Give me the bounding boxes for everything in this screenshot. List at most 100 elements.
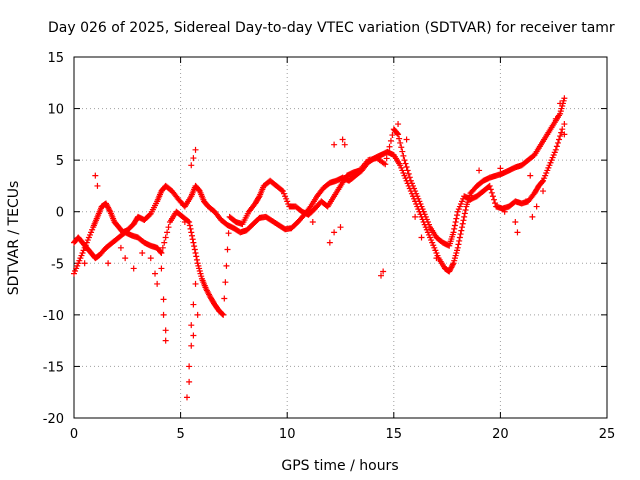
data-point <box>117 244 124 251</box>
data-point <box>193 253 200 260</box>
data-point <box>553 143 560 150</box>
data-point <box>190 332 197 339</box>
data-point <box>489 193 496 200</box>
y-tick-label: -10 <box>43 309 64 324</box>
data-point <box>459 220 466 227</box>
data-point <box>183 394 190 401</box>
data-point <box>164 229 171 236</box>
data-point <box>190 155 197 162</box>
x-tick-label: 15 <box>386 427 403 442</box>
data-point <box>160 311 167 318</box>
data-point <box>306 204 313 211</box>
data-point <box>540 188 547 195</box>
data-point <box>497 165 504 172</box>
data-point <box>191 243 198 250</box>
data-point <box>387 137 394 144</box>
data-point <box>385 149 392 156</box>
data-point <box>454 244 461 251</box>
data-point <box>147 255 154 262</box>
data-point <box>398 144 405 151</box>
data-point <box>159 244 166 251</box>
data-point <box>527 172 534 179</box>
y-tick-labels: -20 -15 -10 -5 0 5 10 15 <box>43 51 64 427</box>
data-point <box>225 230 232 237</box>
data-point <box>557 100 564 107</box>
data-point <box>458 227 465 234</box>
data-point <box>406 174 413 181</box>
data-point <box>512 219 519 226</box>
data-point <box>461 210 468 217</box>
y-tick-label: 5 <box>56 154 64 169</box>
data-point <box>186 378 193 385</box>
data-point <box>188 322 195 329</box>
data-point <box>402 160 409 167</box>
data-point <box>399 148 406 155</box>
y-tick-label: -15 <box>43 360 64 375</box>
data-point <box>395 131 402 138</box>
data-point <box>378 272 385 279</box>
axis-ticks <box>73 56 608 419</box>
data-point <box>476 167 483 174</box>
data-point <box>185 218 192 225</box>
data-point <box>146 211 153 218</box>
data-point <box>382 161 389 168</box>
data-point <box>186 363 193 370</box>
data-point <box>514 229 521 236</box>
data-point <box>181 219 188 226</box>
data-point <box>161 239 168 246</box>
data-point <box>460 217 467 224</box>
data-point <box>533 203 540 210</box>
data-point <box>401 157 408 164</box>
y-tick-label: 0 <box>56 206 64 221</box>
data-point <box>405 170 412 177</box>
data-point <box>462 206 469 213</box>
data-point <box>454 212 461 219</box>
data-point <box>501 208 508 215</box>
data-point <box>224 246 231 253</box>
data-point <box>81 260 88 267</box>
data-point <box>558 129 565 136</box>
data-point <box>157 249 164 256</box>
data-point <box>190 239 197 246</box>
data-point <box>487 186 494 193</box>
data-point <box>223 262 230 269</box>
data-point <box>488 189 495 196</box>
data-point <box>188 229 195 236</box>
data-point <box>130 265 137 272</box>
data-point <box>539 178 546 185</box>
data-point <box>188 342 195 349</box>
data-point <box>456 234 463 241</box>
data-point <box>522 198 529 205</box>
data-point <box>192 146 199 153</box>
data-point <box>404 167 411 174</box>
data-point <box>160 296 167 303</box>
data-point <box>162 337 169 344</box>
data-point <box>559 126 566 133</box>
data-point <box>449 261 456 268</box>
data-point <box>400 152 407 159</box>
data-point <box>394 130 401 137</box>
data-point <box>451 222 458 229</box>
data-point <box>457 231 464 238</box>
data-point <box>162 234 169 241</box>
data-point <box>152 270 159 277</box>
data-point <box>403 164 410 171</box>
data-point <box>106 207 113 214</box>
x-tick-label: 10 <box>279 427 296 442</box>
data-point <box>192 280 199 287</box>
data-point <box>389 132 396 139</box>
data-point <box>190 301 197 308</box>
data-point <box>105 260 112 267</box>
data-point <box>418 234 425 241</box>
data-point <box>403 136 410 143</box>
data-point <box>221 295 228 302</box>
data-point <box>187 225 194 232</box>
data-point <box>158 265 165 272</box>
data-point <box>561 95 568 102</box>
data-point <box>191 246 198 253</box>
data-point <box>556 136 563 143</box>
x-axis-label: GPS time / hours <box>281 458 398 474</box>
data-point <box>339 136 346 143</box>
data-point <box>326 239 333 246</box>
